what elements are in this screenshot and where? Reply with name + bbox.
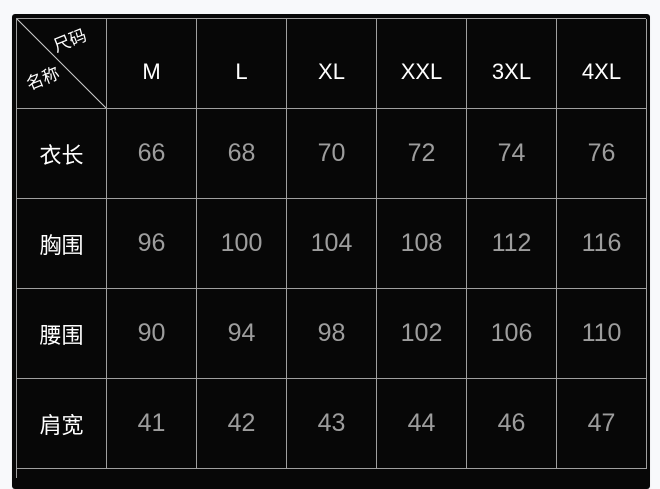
svg-text:尺码: 尺码 <box>51 26 90 56</box>
svg-text:名称: 名称 <box>24 64 63 94</box>
